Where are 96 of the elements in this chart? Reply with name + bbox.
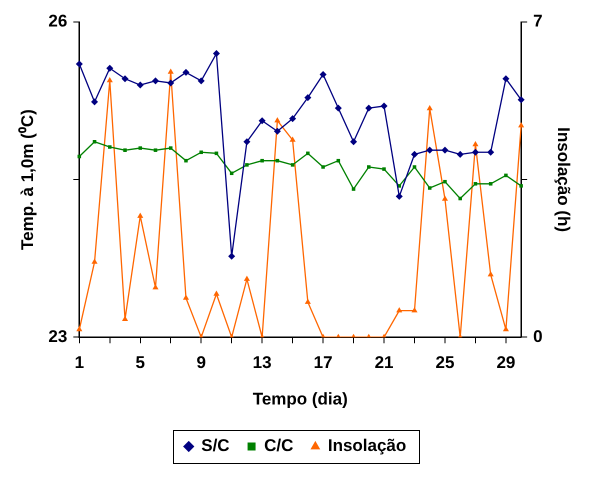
point bbox=[274, 117, 280, 122]
legend-label: S/C bbox=[201, 436, 230, 456]
point bbox=[182, 294, 189, 300]
point bbox=[137, 212, 144, 218]
x-axis-title: Tempo (dia) bbox=[252, 389, 348, 408]
point bbox=[396, 192, 403, 200]
y2-tick-label: 7 bbox=[533, 12, 543, 31]
point bbox=[474, 182, 478, 186]
point bbox=[304, 94, 312, 102]
point bbox=[410, 150, 418, 158]
point bbox=[245, 163, 249, 167]
point bbox=[274, 128, 281, 135]
point bbox=[106, 64, 114, 72]
point bbox=[122, 316, 128, 321]
point bbox=[199, 150, 203, 154]
point bbox=[456, 150, 464, 158]
point bbox=[78, 154, 82, 158]
point bbox=[122, 75, 129, 82]
x-tick-label: 29 bbox=[496, 353, 516, 372]
point bbox=[367, 165, 371, 169]
x-tick-label: 25 bbox=[436, 353, 454, 372]
point bbox=[320, 71, 327, 78]
y2-axis-title: Insolação (h) bbox=[554, 127, 574, 232]
point bbox=[426, 146, 434, 154]
point bbox=[487, 148, 494, 156]
point bbox=[123, 148, 127, 152]
x-tick-label: 13 bbox=[252, 353, 272, 372]
point bbox=[106, 77, 113, 82]
point bbox=[228, 252, 236, 260]
point bbox=[92, 140, 96, 144]
point bbox=[92, 258, 98, 264]
point bbox=[334, 104, 342, 112]
point bbox=[426, 104, 433, 110]
point bbox=[518, 122, 524, 128]
point bbox=[365, 104, 372, 112]
point bbox=[306, 152, 310, 156]
point bbox=[350, 138, 358, 146]
x-tick-label: 5 bbox=[136, 353, 145, 372]
x-tick-label: 9 bbox=[196, 353, 206, 372]
point bbox=[519, 184, 523, 188]
y2-tick-label: 0 bbox=[533, 326, 543, 346]
point bbox=[502, 75, 510, 82]
y-tick-label: 26 bbox=[48, 12, 68, 31]
point bbox=[304, 298, 311, 304]
point bbox=[289, 115, 296, 122]
point bbox=[184, 158, 188, 162]
point bbox=[260, 158, 264, 162]
point bbox=[136, 82, 144, 89]
point bbox=[411, 307, 418, 312]
point bbox=[152, 284, 159, 290]
point bbox=[428, 186, 432, 190]
point bbox=[518, 96, 525, 104]
point bbox=[91, 98, 98, 106]
y-tick-label: 23 bbox=[48, 326, 68, 346]
point bbox=[458, 196, 462, 200]
point bbox=[442, 195, 448, 201]
point bbox=[76, 326, 82, 332]
point bbox=[154, 148, 158, 152]
x-tick-label: 1 bbox=[74, 353, 84, 372]
point bbox=[212, 50, 220, 58]
point bbox=[76, 60, 83, 68]
point bbox=[443, 180, 447, 184]
point bbox=[214, 152, 218, 156]
point bbox=[441, 146, 448, 154]
point bbox=[352, 187, 356, 191]
x-tick-label: 17 bbox=[314, 353, 333, 372]
point bbox=[243, 138, 250, 146]
point bbox=[488, 182, 492, 186]
point bbox=[382, 167, 386, 171]
point bbox=[472, 148, 479, 156]
legend-label: Insolação bbox=[328, 436, 406, 456]
point bbox=[412, 165, 416, 169]
point bbox=[167, 79, 174, 86]
point bbox=[182, 68, 190, 76]
point bbox=[380, 102, 388, 110]
point bbox=[244, 276, 250, 281]
point bbox=[504, 174, 508, 178]
legend-label: C/C bbox=[264, 436, 294, 456]
point bbox=[258, 117, 266, 124]
point bbox=[276, 158, 280, 162]
point bbox=[290, 163, 294, 167]
point bbox=[230, 172, 234, 176]
point bbox=[396, 307, 402, 312]
point bbox=[198, 77, 205, 84]
point bbox=[138, 146, 142, 150]
point bbox=[290, 136, 296, 142]
point bbox=[488, 271, 494, 276]
point bbox=[108, 145, 112, 149]
point bbox=[152, 77, 159, 84]
point bbox=[213, 290, 220, 296]
y-axis-title: Temp. à 1,0m (⁰C) bbox=[18, 109, 37, 250]
point bbox=[336, 158, 340, 162]
point bbox=[168, 68, 174, 74]
point bbox=[321, 165, 325, 169]
x-tick-label: 21 bbox=[374, 353, 394, 372]
point bbox=[168, 146, 172, 150]
